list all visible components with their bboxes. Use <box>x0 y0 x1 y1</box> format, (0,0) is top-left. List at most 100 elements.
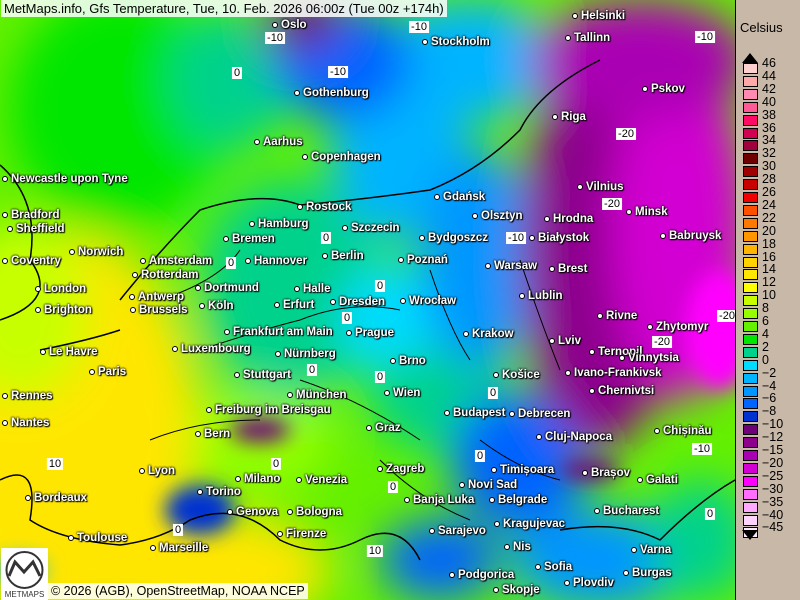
city-label: Aarhus <box>254 136 303 148</box>
legend-swatch <box>743 88 758 100</box>
temperature-map[interactable]: Oslo Helsinki Stockholm Tallinn Gothenburg Ps… <box>0 0 735 600</box>
attribution: © 2026 (AGB), OpenStreetMap, NOAA NCEP <box>48 583 308 599</box>
legend-swatch <box>743 372 758 384</box>
legend-value: −8 <box>762 404 777 419</box>
city-label: Dresden <box>330 296 385 308</box>
legend-value: −25 <box>762 468 784 483</box>
city-label: Antwerp <box>129 291 184 303</box>
svg-text:METMAPS: METMAPS <box>5 590 45 599</box>
city-label: Venezia <box>296 474 347 486</box>
legend-swatch <box>743 333 758 345</box>
city-label: Brighton <box>35 304 92 316</box>
legend-swatch <box>743 153 758 165</box>
isotherm-label: 0 <box>387 481 399 493</box>
city-label: London <box>35 283 86 295</box>
city-label: Varna <box>631 544 671 556</box>
city-label: Toulouse <box>68 532 127 544</box>
city-label: Bremen <box>223 233 275 245</box>
isotherm-label: 0 <box>306 364 318 376</box>
legend-value: 34 <box>762 133 776 148</box>
legend-value: 44 <box>762 68 776 83</box>
legend-swatch <box>743 282 758 294</box>
city-label: Debrecen <box>509 408 570 420</box>
city-label: Kragujevac <box>494 518 565 530</box>
legend-swatch <box>743 488 758 500</box>
city-label: Le Havre <box>40 346 98 358</box>
legend-swatch <box>743 295 758 307</box>
legend-swatch <box>743 127 758 139</box>
city-label: Bucharest <box>594 505 659 517</box>
legend-swatch <box>743 269 758 281</box>
legend-value: 20 <box>762 223 776 238</box>
city-label: Hamburg <box>249 218 308 230</box>
city-label: Rennes <box>2 390 53 402</box>
isotherm-label: -10 <box>506 232 526 244</box>
legend-value: 42 <box>762 81 776 96</box>
legend-value: −35 <box>762 494 784 509</box>
isotherm-label: -10 <box>695 31 715 43</box>
legend-swatch <box>743 450 758 461</box>
city-label: Cluj-Napoca <box>536 431 612 443</box>
legend-swatch <box>743 475 758 487</box>
city-label: Dortmund <box>195 282 259 294</box>
isotherm-label: -10 <box>692 443 712 455</box>
legend-value: 30 <box>762 159 776 174</box>
city-label: Stuttgart <box>234 369 291 381</box>
legend-max-arrow-icon <box>742 53 758 63</box>
city-label: Sarajevo <box>429 525 486 537</box>
city-label: Galati <box>637 474 678 486</box>
city-label: Warsaw <box>485 260 537 272</box>
city-label: Brest <box>549 263 587 275</box>
legend-value: −2 <box>762 365 777 380</box>
legend-value: −12 <box>762 430 784 445</box>
city-label: Budapest <box>444 407 505 419</box>
legend-swatch <box>743 179 758 191</box>
city-label: Newcastle upon Tyne <box>2 173 128 185</box>
city-label: Nürnberg <box>275 348 336 360</box>
legend-swatch <box>743 398 758 410</box>
isotherm-label: 0 <box>341 312 353 324</box>
legend-swatch <box>743 243 758 255</box>
city-label: Graz <box>366 422 401 434</box>
isotherm-label: 0 <box>225 257 237 269</box>
legend-value: 8 <box>762 301 769 316</box>
city-label: Halle <box>294 283 331 295</box>
legend-swatch <box>743 501 758 513</box>
legend-value: −10 <box>762 417 784 432</box>
city-label: Hrodna <box>544 213 593 225</box>
legend-value: 32 <box>762 146 776 161</box>
isotherm-label: 10 <box>46 458 64 470</box>
legend-swatch <box>743 385 758 397</box>
city-label: Timișoara <box>491 464 554 476</box>
city-label: Białystok <box>529 232 589 244</box>
legend-swatch <box>743 321 758 332</box>
isotherm-label: -20 <box>602 198 622 210</box>
legend-swatch <box>743 424 758 436</box>
legend-value: −4 <box>762 378 777 393</box>
city-label: Luxembourg <box>172 343 251 355</box>
city-label: Zagreb <box>377 463 424 475</box>
city-label: Rivne <box>597 310 637 322</box>
legend-value: 24 <box>762 197 776 212</box>
isotherm-label: 0 <box>231 67 243 79</box>
city-label: Pskov <box>642 83 685 95</box>
color-legend: Celsius 46 44 42 40 38 36 34 32 30 28 26 24 22 20 18 16… <box>735 0 800 600</box>
city-label: Brussels <box>130 304 188 316</box>
city-label: Burgas <box>623 567 672 579</box>
isotherm-label: 0 <box>270 458 282 470</box>
legend-swatch <box>743 437 758 449</box>
city-label: Sheffield <box>7 223 65 235</box>
city-label: Bologna <box>287 506 342 518</box>
legend-value: 14 <box>762 262 776 277</box>
isotherm-label: -20 <box>717 310 735 322</box>
isotherm-label: 0 <box>172 524 184 536</box>
city-label: Bordeaux <box>25 492 87 504</box>
city-label: Zhytomyr <box>647 321 708 333</box>
isotherm-label: -20 <box>652 336 672 348</box>
legend-value: 36 <box>762 120 776 135</box>
legend-swatch <box>743 411 758 423</box>
city-label: Wien <box>384 387 420 399</box>
legend-swatch <box>743 359 758 371</box>
legend-value: 18 <box>762 236 776 251</box>
legend-swatch <box>743 140 758 152</box>
